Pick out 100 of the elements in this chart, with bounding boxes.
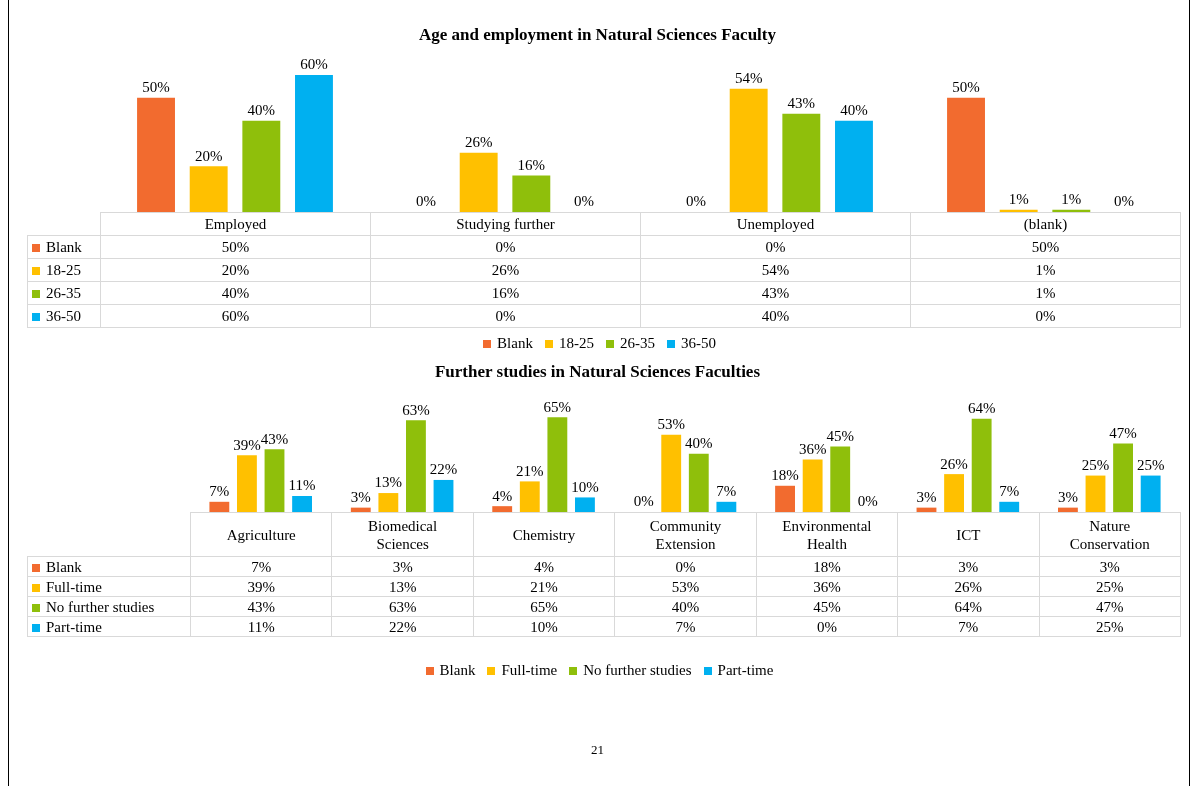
bar [547,417,568,512]
data-label: 0% [614,556,757,577]
data-label: 0% [370,304,641,328]
bar [459,152,498,212]
data-label: 0% [370,235,641,259]
text: Blank [439,662,476,678]
text: 0% [573,193,594,210]
text: 65% [543,398,572,415]
data-label: 36% [756,576,898,597]
text: No further studies [583,662,692,678]
text: 7% [716,483,737,500]
data-label: 0% [640,235,911,259]
bar [378,493,399,512]
text: 60% [300,56,328,73]
legend-label: 26-35 [619,335,655,351]
text: 0% [857,493,878,510]
bar [189,166,228,212]
bar [295,75,333,212]
bar [1057,507,1078,512]
text: 25% [1081,457,1110,474]
bar [519,481,540,512]
bar [830,446,851,512]
text: 26% [464,134,493,151]
text: 7% [209,483,230,500]
text: 50% [952,79,980,96]
bar [1113,443,1133,512]
x-tick-label: Unemployed [640,212,911,236]
bar [999,501,1020,512]
x-tick-label: Employed [100,212,371,236]
data-label: 21% [473,576,615,597]
text: 40% [247,102,276,119]
text: 26% [940,455,968,472]
text: 64% [967,400,996,417]
bar [1140,475,1161,512]
bar [729,88,768,212]
data-label: 25% [1039,616,1181,637]
data-label: 22% [331,616,474,637]
text: Part-time [46,618,102,635]
bar [433,479,454,512]
data-label: 0% [756,616,898,637]
chart-title: Age and employment in Natural Sciences Faculty [418,25,777,45]
text: 11% [288,477,316,494]
bar [971,418,992,512]
data-label: 65% [473,596,615,617]
data-label: 43% [190,596,332,617]
bar [137,97,175,212]
data-label: 64% [897,596,1040,617]
x-tick-label: Biomedical Sciences [331,512,474,557]
bar [782,113,821,212]
bar [242,120,281,212]
bar [350,507,371,512]
x-tick-label: Environmental Health [756,512,898,557]
text: 3% [916,489,937,506]
text: 26-35 [46,285,81,301]
x-tick-label: Chemistry [473,512,615,557]
data-label: 0% [910,304,1181,328]
bar [575,497,595,512]
text: Blank [497,335,533,351]
text: Full-time [46,578,102,595]
x-tick-label: (blank) [910,212,1181,236]
data-label: 40% [640,304,911,328]
data-label: 40% [614,596,757,617]
data-label: 25% [1039,576,1181,597]
x-tick-label: Community Extension [614,512,757,557]
text: 4% [492,487,513,504]
x-tick-label: Nature Conservation [1039,512,1181,557]
bar [661,434,682,512]
bar [1085,475,1106,512]
data-label: 43% [640,281,911,305]
data-label: 50% [910,235,1181,259]
legend-label: Blank [46,558,82,575]
text: 20% [194,147,223,164]
data-label: 63% [331,596,474,617]
text: 16% [517,156,546,173]
bar [237,455,257,512]
data-label: 45% [756,596,898,617]
text: 53% [657,416,685,433]
data-label: 10% [473,616,615,637]
bar [716,501,737,512]
bar [944,474,964,512]
text: 43% [787,95,816,112]
x-tick-label: Studying further [370,212,641,236]
text: 40% [840,102,868,119]
data-label: 3% [1039,556,1181,577]
data-label: 1% [910,281,1181,305]
data-label: 7% [190,556,332,577]
text: 3% [1057,489,1078,506]
x-tick-label: ICT [897,512,1040,557]
text: 54% [734,70,763,87]
legend-label: 18-25 [46,262,81,278]
text: 1% [1061,191,1082,208]
text: 0% [1113,193,1134,210]
text: 36-50 [46,308,81,324]
data-label: 3% [897,556,1040,577]
data-label: 18% [756,556,898,577]
text: 40% [685,435,713,452]
bar [512,175,551,212]
data-label: 16% [370,281,641,305]
bar [264,449,285,512]
text: 7% [999,483,1020,500]
